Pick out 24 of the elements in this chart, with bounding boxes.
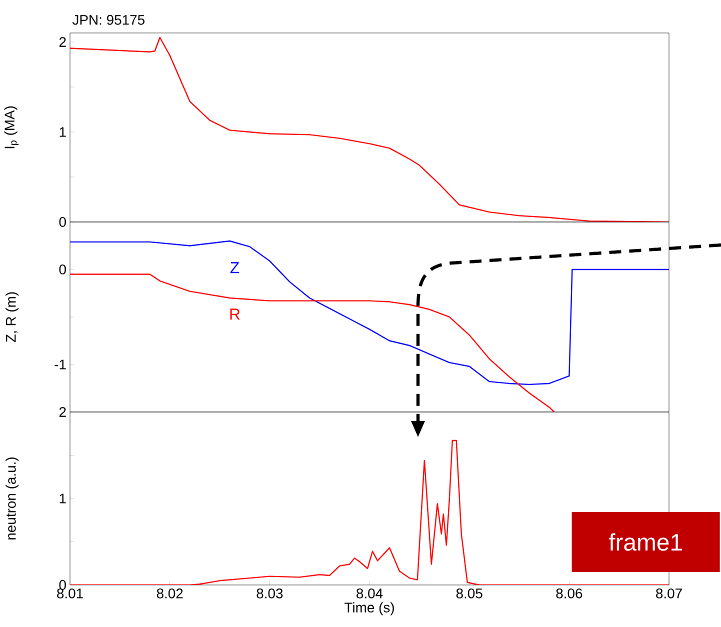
line-series — [70, 240, 670, 386]
x-tick-label: 8.03 — [256, 588, 283, 598]
x-axis-title: Time (s) — [344, 602, 394, 616]
annotation: frame1 — [608, 533, 682, 551]
series-label: Z — [230, 262, 240, 274]
y-tick-label: -1 — [54, 360, 66, 370]
y-axis-title: I$_{p}$ (MA) — [4, 106, 19, 148]
chart-title: JPN: 95175 — [72, 14, 144, 25]
x-tick-label: 8.04 — [356, 588, 383, 598]
y-tick-label: 0 — [59, 264, 66, 274]
series-label: R — [230, 308, 240, 320]
x-tick-label: 8.06 — [556, 588, 582, 598]
x-tick-label: 8.02 — [156, 588, 183, 598]
y-tick-label: 2 — [59, 37, 66, 47]
x-tick-label: 8.07 — [656, 588, 682, 598]
y-axis-title: neutron (a.u.) — [6, 458, 19, 540]
y-axis-title: Z, R (m) — [6, 292, 19, 342]
y-tick-label: 0 — [59, 217, 66, 227]
x-tick-label: 8.05 — [456, 588, 482, 598]
y-tick-label: 1 — [60, 494, 66, 504]
y-tick-label: 2 — [59, 407, 66, 417]
y-tick-label: 0 — [59, 580, 66, 590]
x-tick-label: 8.01 — [57, 588, 83, 598]
y-tick-label: 1 — [60, 127, 66, 137]
